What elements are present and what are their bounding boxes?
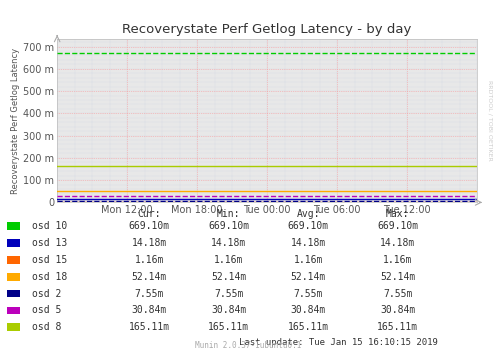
Text: 14.18m: 14.18m xyxy=(132,238,166,248)
Text: 7.55m: 7.55m xyxy=(383,289,413,298)
Text: 52.14m: 52.14m xyxy=(211,272,246,282)
Text: 165.11m: 165.11m xyxy=(288,322,329,332)
Text: 7.55m: 7.55m xyxy=(134,289,164,298)
Text: 52.14m: 52.14m xyxy=(291,272,326,282)
Text: osd 18: osd 18 xyxy=(32,272,68,282)
Text: Avg:: Avg: xyxy=(296,209,320,219)
Text: osd 2: osd 2 xyxy=(32,289,62,298)
Text: 669.10m: 669.10m xyxy=(208,221,249,231)
Title: Recoverystate Perf Getlog Latency - by day: Recoverystate Perf Getlog Latency - by d… xyxy=(122,23,412,36)
Text: 1.16m: 1.16m xyxy=(383,255,413,265)
Text: 30.84m: 30.84m xyxy=(211,306,246,315)
Text: 1.16m: 1.16m xyxy=(134,255,164,265)
Y-axis label: Recoverystate Perf Getlog Latency: Recoverystate Perf Getlog Latency xyxy=(11,48,20,194)
Text: osd 8: osd 8 xyxy=(32,322,62,332)
Text: Min:: Min: xyxy=(217,209,241,219)
Text: 165.11m: 165.11m xyxy=(129,322,169,332)
Text: 52.14m: 52.14m xyxy=(380,272,415,282)
Text: 14.18m: 14.18m xyxy=(291,238,326,248)
Text: osd 5: osd 5 xyxy=(32,306,62,315)
Text: 165.11m: 165.11m xyxy=(377,322,418,332)
Text: 669.10m: 669.10m xyxy=(377,221,418,231)
Text: 14.18m: 14.18m xyxy=(380,238,415,248)
Text: 669.10m: 669.10m xyxy=(129,221,169,231)
Text: osd 13: osd 13 xyxy=(32,238,68,248)
Text: 669.10m: 669.10m xyxy=(288,221,329,231)
Text: 30.84m: 30.84m xyxy=(132,306,166,315)
Text: 7.55m: 7.55m xyxy=(214,289,244,298)
Text: Max:: Max: xyxy=(386,209,410,219)
Text: osd 15: osd 15 xyxy=(32,255,68,265)
Text: 1.16m: 1.16m xyxy=(214,255,244,265)
Text: Munin 2.0.37-1ubuntu0.1: Munin 2.0.37-1ubuntu0.1 xyxy=(195,341,302,350)
Text: 1.16m: 1.16m xyxy=(293,255,323,265)
Text: 30.84m: 30.84m xyxy=(291,306,326,315)
Text: Last update: Tue Jan 15 16:10:15 2019: Last update: Tue Jan 15 16:10:15 2019 xyxy=(239,338,437,347)
Text: osd 10: osd 10 xyxy=(32,221,68,231)
Text: 165.11m: 165.11m xyxy=(208,322,249,332)
Text: RRDTOOL / TOBI OETIKER: RRDTOOL / TOBI OETIKER xyxy=(487,80,492,161)
Text: 52.14m: 52.14m xyxy=(132,272,166,282)
Text: 30.84m: 30.84m xyxy=(380,306,415,315)
Text: 7.55m: 7.55m xyxy=(293,289,323,298)
Text: 14.18m: 14.18m xyxy=(211,238,246,248)
Text: Cur:: Cur: xyxy=(137,209,161,219)
